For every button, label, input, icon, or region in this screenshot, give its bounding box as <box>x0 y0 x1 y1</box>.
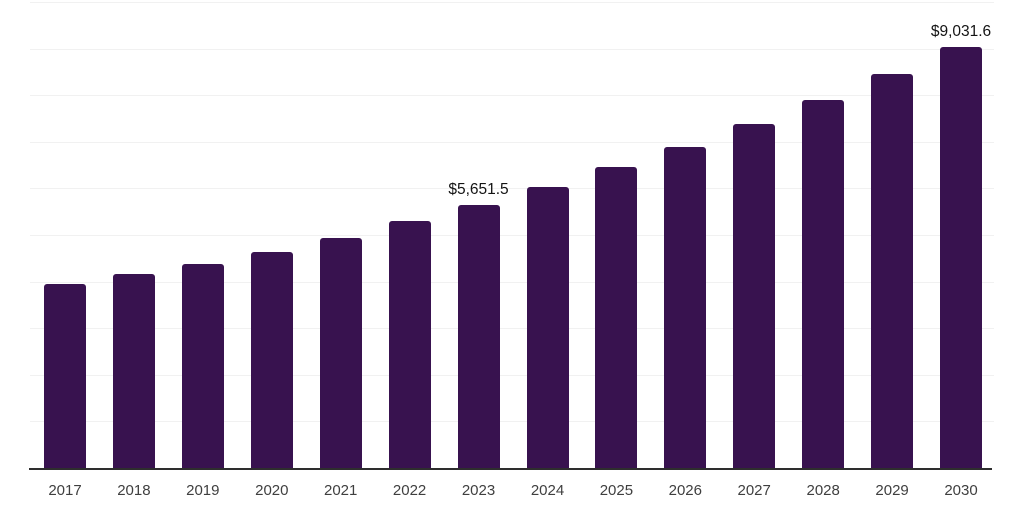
gridline <box>30 141 994 143</box>
x-tick-2022: 2022 <box>392 482 427 499</box>
x-tick-2019: 2019 <box>186 482 220 499</box>
bar-2030 <box>940 47 982 468</box>
bar-2026 <box>664 146 707 468</box>
data-label-2030: $9,031.6 <box>930 23 992 41</box>
bar-2025 <box>595 167 638 468</box>
plot-area: $5,651.5 $9,031.6 <box>30 2 994 468</box>
gridline <box>30 188 994 190</box>
x-tick-2023: 2023 <box>461 482 496 499</box>
gridline <box>30 328 994 330</box>
bar-2022 <box>388 220 431 468</box>
x-tick-2017: 2017 <box>48 482 82 499</box>
x-tick-2027: 2027 <box>737 482 771 499</box>
gridline <box>30 374 994 376</box>
bar-2018 <box>112 273 155 468</box>
x-tick-2020: 2020 <box>255 482 289 499</box>
x-tick-2030: 2030 <box>944 482 978 499</box>
bar-2021 <box>319 237 362 468</box>
bar-2029 <box>871 74 914 468</box>
gridline <box>30 421 994 423</box>
bar-2028 <box>802 100 845 468</box>
gridline <box>30 2 994 3</box>
bar-2024 <box>526 187 569 468</box>
bar-2019 <box>181 263 224 468</box>
x-tick-2026: 2026 <box>668 482 702 499</box>
x-tick-2021: 2021 <box>324 482 358 499</box>
gridline <box>30 235 994 236</box>
x-tick-2024: 2024 <box>530 482 565 499</box>
gridline <box>30 281 994 283</box>
bar-2023 <box>457 204 500 468</box>
bar-2017 <box>44 283 86 468</box>
gridline <box>30 48 994 50</box>
x-axis-line <box>29 468 992 470</box>
x-tick-2025: 2025 <box>599 482 634 499</box>
gridline <box>30 95 994 97</box>
x-tick-2018: 2018 <box>117 482 151 499</box>
bar-2020 <box>250 252 293 468</box>
data-label-2023: $5,651.5 <box>448 180 509 198</box>
bar-2027 <box>733 123 776 468</box>
x-tick-2028: 2028 <box>806 482 840 499</box>
x-tick-2029: 2029 <box>875 482 909 499</box>
